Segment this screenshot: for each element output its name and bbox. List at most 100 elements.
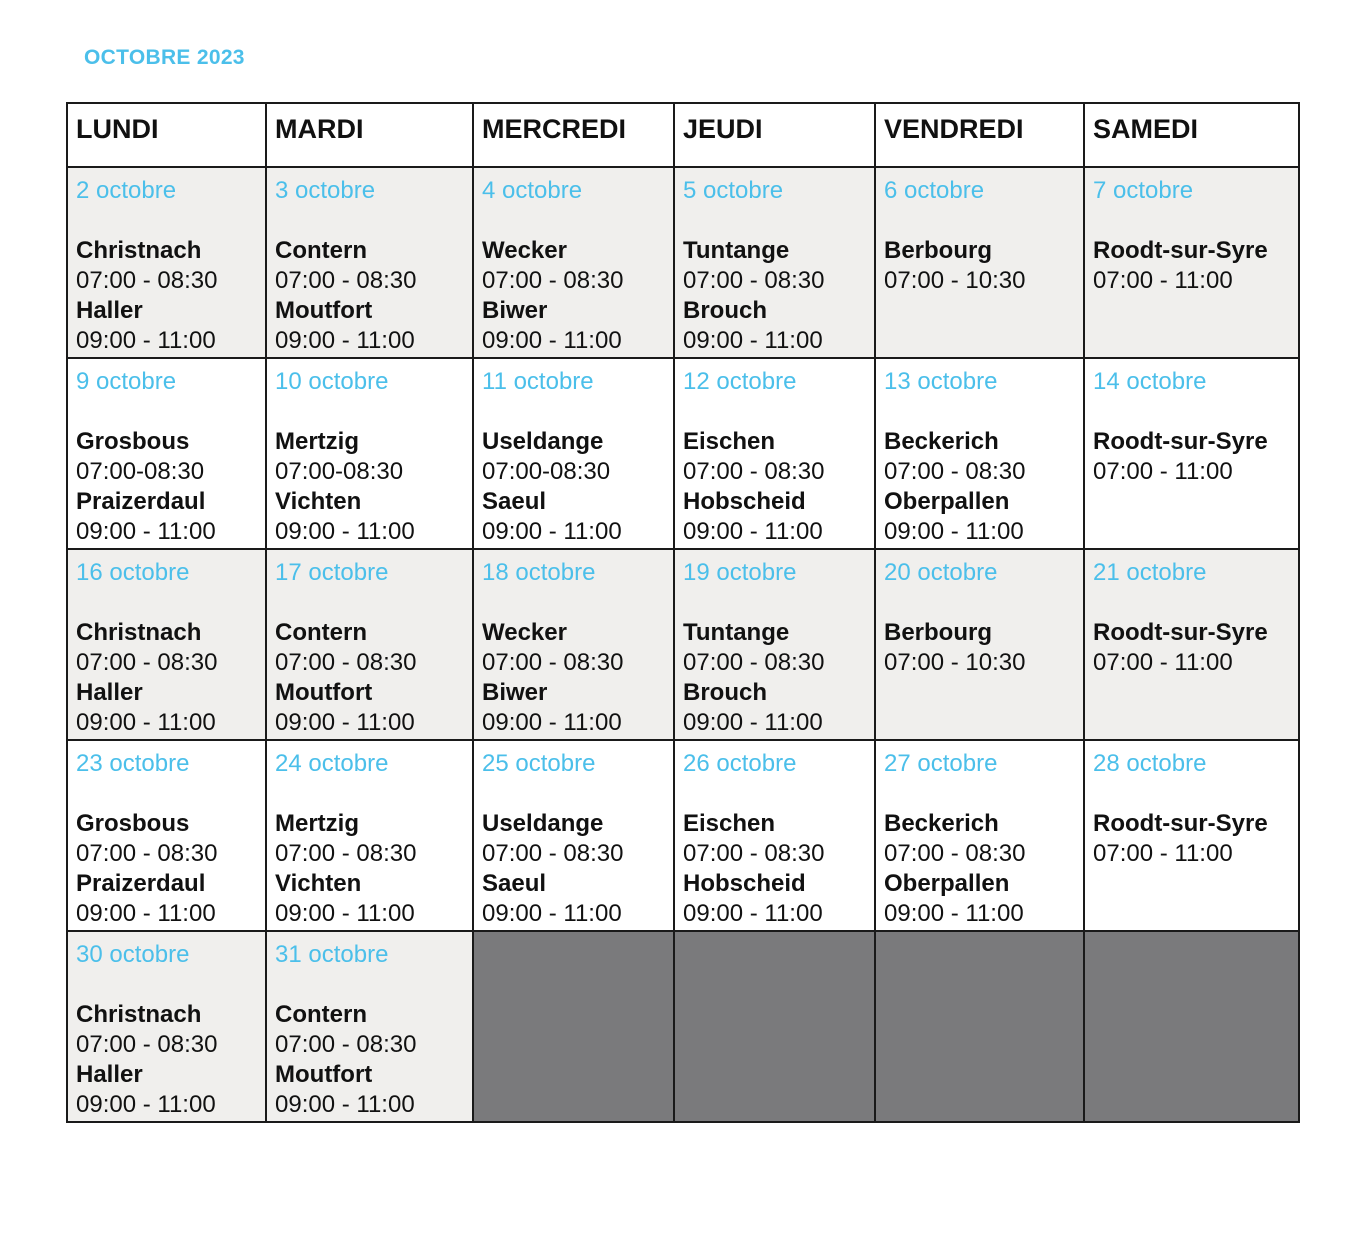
stop-place: Oberpallen [884,870,1010,897]
stop-time: 09:00 - 11:00 [683,518,823,545]
day-cell: 16 octobre Christnach 07:00 - 08:30 Haller 0… [66,548,267,741]
stop-time: 07:00 - 08:30 [482,267,624,294]
day-date: 2 octobre [76,177,177,204]
stop-place: Vichten [275,488,362,515]
day-date: 21 octobre [1093,559,1207,586]
day-cell: 7 octobre Roodt-sur-Syre 07:00 - 11:00 [1083,166,1300,359]
stop-time: 07:00 - 08:30 [683,840,825,867]
stop-place: Contern [275,237,367,264]
page-title: OCTOBRE 2023 [84,46,245,69]
stop-time: 07:00 - 10:30 [884,649,1026,676]
day-cell: 2 octobre Christnach 07:00 - 08:30 Haller 09… [66,166,267,359]
stop-time: 09:00 - 11:00 [76,709,216,736]
day-cell: 12 octobre Eischen 07:00 - 08:30 Hobscheid 0… [673,357,876,550]
stop-place: Hobscheid [683,870,806,897]
stop-place: Biwer [482,297,548,324]
stop-place: Christnach [76,619,202,646]
stop-time: 07:00 - 08:30 [884,840,1026,867]
stop-time: 07:00 - 11:00 [1093,458,1233,485]
day-cell: 21 octobre Roodt-sur-Syre 07:00 - 11:00 [1083,548,1300,741]
stop-place: Haller [76,679,143,706]
day-cell: 19 octobre Tuntange 07:00 - 08:30 Brouch 09:… [673,548,876,741]
stop-place: Berbourg [884,237,992,264]
stop-place: Saeul [482,870,547,897]
stop-place: Tuntange [683,237,790,264]
stop-place: Vichten [275,870,362,897]
stop-place: Mertzig [275,428,359,455]
day-header-jeudi: JEUDI [673,102,876,168]
stop-place: Christnach [76,1001,202,1028]
stop-place: Roodt-sur-Syre [1093,810,1268,837]
day-header-vendredi: VENDREDI [874,102,1085,168]
stop-time: 09:00 - 11:00 [683,327,823,354]
stop-time: 07:00 - 08:30 [275,840,417,867]
empty-day-cell [1083,930,1300,1123]
day-date: 4 octobre [482,177,583,204]
day-cell: 24 octobre Mertzig 07:00 - 08:30 Vichten 09:… [265,739,474,932]
stop-time: 07:00-08:30 [275,458,404,485]
day-cell: 10 octobre Mertzig 07:00-08:30 Vichten 09:00… [265,357,474,550]
stop-time: 09:00 - 11:00 [76,1091,216,1118]
stop-place: Beckerich [884,810,999,837]
stop-time: 09:00 - 11:00 [482,518,622,545]
day-cell: 9 octobre Grosbous 07:00-08:30 Praizerdaul 0… [66,357,267,550]
stop-time: 09:00 - 11:00 [884,518,1024,545]
day-date: 20 octobre [884,559,998,586]
stop-time: 09:00 - 11:00 [275,1091,415,1118]
stop-place: Moutfort [275,297,373,324]
stop-time: 07:00 - 08:30 [683,649,825,676]
stop-place: Contern [275,619,367,646]
stop-time: 07:00 - 08:30 [76,840,218,867]
empty-day-cell [874,930,1085,1123]
stop-place: Saeul [482,488,547,515]
stop-time: 07:00 - 08:30 [482,840,624,867]
day-date: 31 octobre [275,941,389,968]
day-date: 12 octobre [683,368,797,395]
day-date: 3 octobre [275,177,376,204]
day-date: 16 octobre [76,559,190,586]
day-cell: 11 octobre Useldange 07:00-08:30 Saeul 09:00… [472,357,675,550]
stop-place: Berbourg [884,619,992,646]
stop-time: 09:00 - 11:00 [884,900,1024,927]
stop-place: Hobscheid [683,488,806,515]
stop-place: Beckerich [884,428,999,455]
day-date: 18 octobre [482,559,596,586]
stop-place: Haller [76,1061,143,1088]
stop-place: Moutfort [275,1061,373,1088]
day-date: 10 octobre [275,368,389,395]
stop-time: 07:00-08:30 [482,458,611,485]
stop-time: 07:00 - 10:30 [884,267,1026,294]
stop-time: 09:00 - 11:00 [275,900,415,927]
stop-place: Christnach [76,237,202,264]
stop-time: 07:00 - 11:00 [1093,649,1233,676]
day-date: 17 octobre [275,559,389,586]
day-cell: 14 octobre Roodt-sur-Syre 07:00 - 11:00 [1083,357,1300,550]
stop-time: 07:00 - 11:00 [1093,267,1233,294]
stop-time: 09:00 - 11:00 [76,327,216,354]
stop-time: 07:00 - 11:00 [1093,840,1233,867]
stop-time: 07:00 - 08:30 [683,458,825,485]
stop-place: Biwer [482,679,548,706]
week-row: 2 octobre Christnach 07:00 - 08:30 Haller 09… [66,166,1300,359]
stop-place: Tuntange [683,619,790,646]
day-header-samedi: SAMEDI [1083,102,1300,168]
calendar-table: LUNDI MARDI MERCREDI JEUDI VENDREDI SAME… [66,102,1300,1123]
day-date: 11 octobre [482,368,594,395]
stop-place: Roodt-sur-Syre [1093,428,1268,455]
day-cell: 23 octobre Grosbous 07:00 - 08:30 Praizerda… [66,739,267,932]
day-cell: 6 octobre Berbourg 07:00 - 10:30 [874,166,1085,359]
stop-time: 09:00 - 11:00 [683,900,823,927]
empty-day-cell [673,930,876,1123]
stop-time: 07:00 - 08:30 [884,458,1026,485]
week-row: 23 octobre Grosbous 07:00 - 08:30 Praizerda… [66,739,1300,932]
stop-place: Moutfort [275,679,373,706]
day-date: 28 octobre [1093,750,1207,777]
stop-time: 07:00-08:30 [76,458,205,485]
day-date: 25 octobre [482,750,596,777]
stop-time: 07:00 - 08:30 [275,649,417,676]
day-cell: 18 octobre Wecker 07:00 - 08:30 Biwer 09:00 … [472,548,675,741]
stop-time: 09:00 - 11:00 [76,518,216,545]
day-cell: 3 octobre Contern 07:00 - 08:30 Moutfort 09:… [265,166,474,359]
stop-place: Wecker [482,237,567,264]
day-cell: 28 octobre Roodt-sur-Syre 07:00 - 11:00 [1083,739,1300,932]
